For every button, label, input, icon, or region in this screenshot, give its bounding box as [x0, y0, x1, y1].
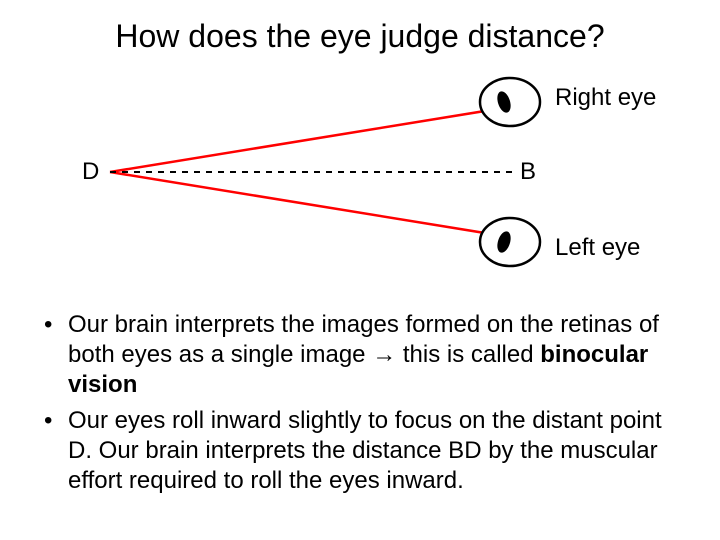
label-right-eye: Right eye — [555, 84, 656, 112]
bullet-2: Our eyes roll inward slightly to focus o… — [64, 406, 680, 496]
bullet-2-pre: Our eyes roll inward slightly to focus o… — [68, 407, 662, 494]
bullet-1-mid: this is called — [396, 341, 540, 368]
left-eye-icon — [480, 218, 540, 266]
right-eye-icon — [480, 78, 540, 126]
bullet-list: Our brain interprets the images formed o… — [40, 310, 680, 502]
label-left-eye: Left eye — [555, 234, 640, 262]
arrow-icon: → — [372, 341, 396, 368]
label-B: B — [520, 158, 536, 186]
label-D: D — [82, 158, 99, 186]
bullet-1: Our brain interprets the images formed o… — [64, 310, 680, 400]
sightline-right — [110, 102, 540, 172]
slide-title: How does the eye judge distance? — [0, 18, 720, 55]
sightline-left — [110, 172, 540, 242]
slide: How does the eye judge distance? D B Rig… — [0, 0, 720, 540]
